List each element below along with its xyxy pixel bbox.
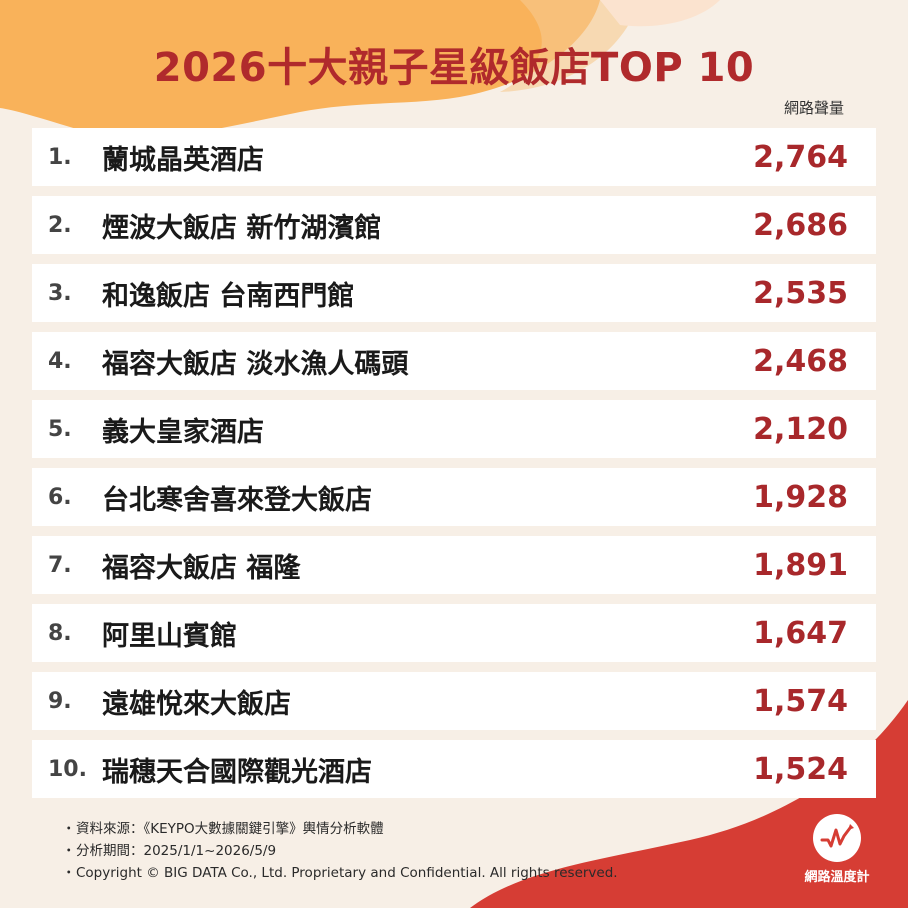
volume-value: 1,524: [753, 751, 848, 787]
volume-value: 2,686: [753, 207, 848, 243]
volume-value: 1,647: [753, 615, 848, 651]
brand-logo: 網路溫度計: [794, 808, 880, 894]
list-item: 2. 煙波大飯店 新竹湖濱館 2,686: [32, 196, 876, 254]
list-item: 5. 義大皇家酒店 2,120: [32, 400, 876, 458]
page-title: 2026十大親子星級飯店TOP 10: [153, 45, 755, 91]
footer-notes: ・資料來源：《KEYPO大數據關鍵引擎》輿情分析軟體 ・分析期間：2025/1/…: [62, 818, 722, 884]
list-item: 7. 福容大飯店 福隆 1,891: [32, 536, 876, 594]
hotel-name: 煙波大飯店 新竹湖濱館: [102, 212, 382, 244]
volume-value: 1,891: [753, 547, 848, 583]
volume-value: 2,120: [753, 411, 848, 447]
hotel-name: 阿里山賓館: [102, 620, 237, 652]
bullet: ・: [62, 865, 76, 881]
rank-number: 3.: [48, 280, 72, 306]
volume-value: 1,928: [753, 479, 848, 515]
list-item: 8. 阿里山賓館 1,647: [32, 604, 876, 662]
metric-label: 網路聲量: [783, 99, 844, 117]
pulse-chart-icon: [813, 814, 861, 862]
hotel-name: 蘭城晶英酒店: [102, 144, 264, 176]
list-item: 6. 台北寒舍喜來登大飯店 1,928: [32, 468, 876, 526]
period-text: 分析期間：2025/1/1~2026/5/9: [76, 843, 277, 859]
hotel-name: 和逸飯店 台南西門館: [102, 280, 355, 312]
rank-number: 7.: [48, 552, 72, 578]
list-item: 4. 福容大飯店 淡水漁人碼頭 2,468: [32, 332, 876, 390]
volume-value: 2,764: [753, 139, 848, 175]
hotel-name: 義大皇家酒店: [102, 416, 264, 448]
rank-number: 4.: [48, 348, 72, 374]
volume-value: 2,535: [753, 275, 848, 311]
period-note: ・分析期間：2025/1/1~2026/5/9: [62, 840, 722, 862]
rank-number: 8.: [48, 620, 72, 646]
source-note: ・資料來源：《KEYPO大數據關鍵引擎》輿情分析軟體: [62, 818, 722, 840]
list-item: 10. 瑞穗天合國際觀光酒店 1,524: [32, 740, 876, 798]
volume-value: 2,468: [753, 343, 848, 379]
rank-number: 2.: [48, 212, 72, 238]
hotel-name: 瑞穗天合國際觀光酒店: [102, 756, 372, 788]
copyright-note: ・Copyright © BIG DATA Co., Ltd. Propriet…: [62, 862, 722, 884]
hotel-name: 福容大飯店 淡水漁人碼頭: [102, 348, 409, 380]
bullet: ・: [62, 843, 76, 859]
list-item: 9. 遠雄悅來大飯店 1,574: [32, 672, 876, 730]
hotel-name: 福容大飯店 福隆: [102, 552, 301, 584]
rank-number: 5.: [48, 416, 72, 442]
list-item: 1. 蘭城晶英酒店 2,764: [32, 128, 876, 186]
rank-number: 9.: [48, 688, 72, 714]
volume-value: 1,574: [753, 683, 848, 719]
list-item: 3. 和逸飯店 台南西門館 2,535: [32, 264, 876, 322]
rank-number: 1.: [48, 144, 72, 170]
hotel-name: 台北寒舍喜來登大飯店: [102, 484, 372, 516]
bullet: ・: [62, 821, 76, 837]
rank-number: 6.: [48, 484, 72, 510]
rank-number: 10.: [48, 756, 87, 782]
ranking-list: 1. 蘭城晶英酒店 2,764 2. 煙波大飯店 新竹湖濱館 2,686 3. …: [32, 128, 876, 808]
logo-text: 網路溫度計: [804, 870, 870, 885]
hotel-name: 遠雄悅來大飯店: [102, 688, 291, 720]
copyright-text: Copyright © BIG DATA Co., Ltd. Proprieta…: [76, 865, 618, 881]
source-text: 資料來源：《KEYPO大數據關鍵引擎》輿情分析軟體: [76, 821, 384, 837]
